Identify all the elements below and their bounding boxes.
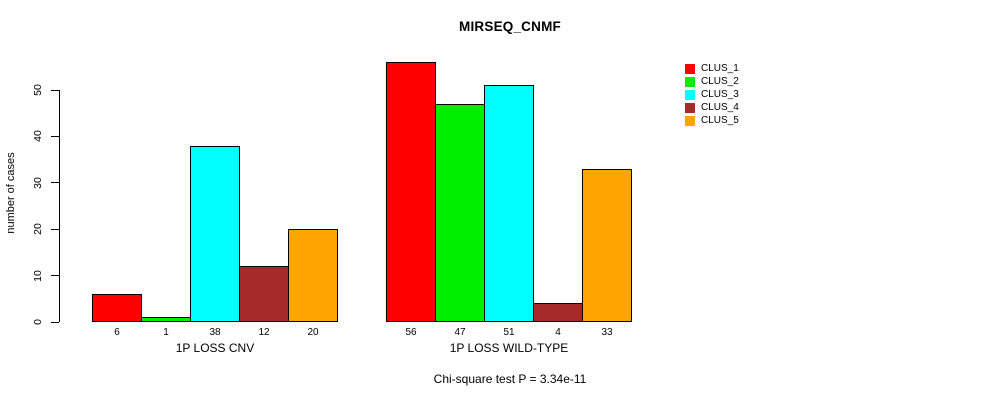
legend-entry: CLUS_5: [685, 114, 739, 127]
chi-square-note: Chi-square test P = 3.34e-11: [433, 372, 587, 386]
y-tick-label: 10: [32, 269, 44, 282]
y-tick-mark: [51, 275, 59, 277]
y-axis-line: [59, 90, 60, 322]
legend-label: CLUS_3: [701, 89, 739, 100]
legend-swatch-icon: [685, 102, 695, 113]
group-label: 1P LOSS CNV: [175, 341, 255, 355]
y-tick-label: 30: [32, 176, 44, 189]
legend-swatch-icon: [685, 76, 695, 87]
legend-label: CLUS_2: [701, 76, 739, 87]
bar-value-label: 1: [163, 327, 169, 338]
bar-value-label: 12: [258, 327, 270, 338]
legend-label: CLUS_4: [701, 102, 739, 113]
y-axis-label: number of cases: [5, 152, 17, 234]
y-tick-mark: [51, 135, 59, 137]
legend-entry: CLUS_4: [685, 101, 739, 114]
bar-clus_5-group1: [288, 229, 338, 322]
y-tick-mark: [51, 321, 59, 323]
bar-value-label: 47: [454, 327, 466, 338]
bar-clus_4-group1: [239, 266, 289, 322]
y-tick-mark: [51, 228, 59, 230]
legend-label: CLUS_1: [701, 63, 739, 74]
y-tick-label: 40: [32, 130, 44, 143]
bar-value-label: 4: [555, 327, 561, 338]
y-tick-label: 0: [32, 319, 44, 325]
legend-swatch-icon: [685, 115, 695, 126]
y-tick-label: 20: [32, 223, 44, 236]
bar-clus_2-group2: [435, 104, 485, 322]
y-tick-mark: [51, 182, 59, 184]
bar-clus_1-group2: [386, 62, 436, 322]
bar-value-label: 6: [114, 327, 120, 338]
bar-clus_1-group1: [92, 294, 142, 322]
group-label: 1P LOSS WILD-TYPE: [449, 341, 569, 355]
bar-value-label: 33: [601, 327, 613, 338]
y-tick-label: 50: [32, 84, 44, 96]
bar-clus_4-group2: [533, 303, 583, 322]
legend: CLUS_1 CLUS_2 CLUS_3 CLUS_4 CLUS_5: [685, 62, 739, 127]
legend-swatch-icon: [685, 63, 695, 74]
legend-entry: CLUS_1: [685, 62, 739, 75]
legend-entry: CLUS_2: [685, 75, 739, 88]
legend-entry: CLUS_3: [685, 88, 739, 101]
bar-value-label: 56: [405, 327, 417, 338]
bar-clus_2-group1: [141, 317, 191, 322]
bar-clus_5-group2: [582, 169, 632, 322]
bar-value-label: 38: [209, 327, 221, 338]
bar-clus_3-group2: [484, 85, 534, 322]
bar-value-label: 20: [307, 327, 319, 338]
chart-title: MIRSEQ_CNMF: [459, 19, 561, 34]
bar-clus_3-group1: [190, 146, 240, 322]
legend-swatch-icon: [685, 89, 695, 100]
legend-label: CLUS_5: [701, 115, 739, 126]
bar-value-label: 51: [503, 327, 515, 338]
y-tick-mark: [51, 89, 59, 91]
